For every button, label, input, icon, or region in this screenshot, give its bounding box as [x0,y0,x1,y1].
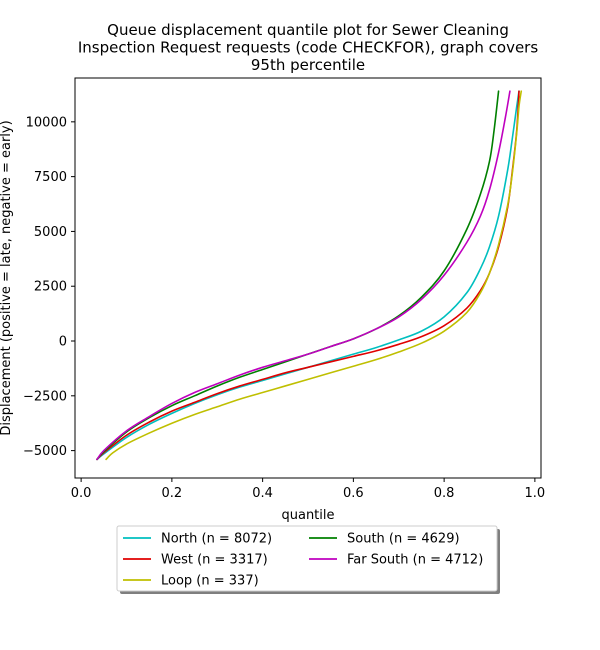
y-tick-label: 2500 [34,280,67,295]
y-tick-label: 0 [59,335,67,350]
x-tick-label: 1.0 [525,486,546,501]
legend-entry: West (n = 3317) [161,553,268,568]
legend-entry: Loop (n = 337) [161,574,259,589]
x-tick-label: 0.2 [162,486,183,501]
legend-box [116,525,498,592]
plot-frame [74,77,542,479]
y-axis-ticks: −5000 −2500 0 2500 5000 7500 10000 [23,115,75,459]
legend-entry: North (n = 8072) [161,532,272,547]
x-tick-label: 0.4 [252,486,273,501]
series-line-3 [105,90,523,461]
x-axis-ticks: 0.0 0.2 0.4 0.6 0.8 1.0 [71,478,545,501]
y-tick-label: 5000 [34,225,67,240]
chart-title-line-3: 95th percentile [251,56,365,74]
y-tick-label: 10000 [26,115,67,130]
series-lines [96,90,523,461]
series-line-4 [96,90,500,461]
x-tick-label: 0.8 [434,486,455,501]
series-line-5 [96,90,511,461]
chart-title: Queue displacement quantile plot for Sew… [78,21,538,74]
y-tick-label: −2500 [23,389,67,404]
legend: North (n = 8072) West (n = 3317) Loop (n =… [116,525,500,594]
x-axis-label: quantile [281,508,334,523]
legend-entry: South (n = 4629) [347,532,460,547]
plot-area [74,77,542,479]
series-line-2 [96,90,520,461]
y-tick-label: −5000 [23,444,67,459]
x-tick-label: 0.6 [343,486,364,501]
series-line-1 [96,90,520,461]
y-axis-label: Displacement (positive = late, negative … [0,120,14,435]
y-tick-label: 7500 [34,170,67,185]
legend-entry: Far South (n = 4712) [347,553,483,568]
chart-title-line-2: Inspection Request requests (code CHECKF… [78,39,538,57]
x-tick-label: 0.0 [71,486,92,501]
chart-title-line-1: Queue displacement quantile plot for Sew… [107,21,509,39]
